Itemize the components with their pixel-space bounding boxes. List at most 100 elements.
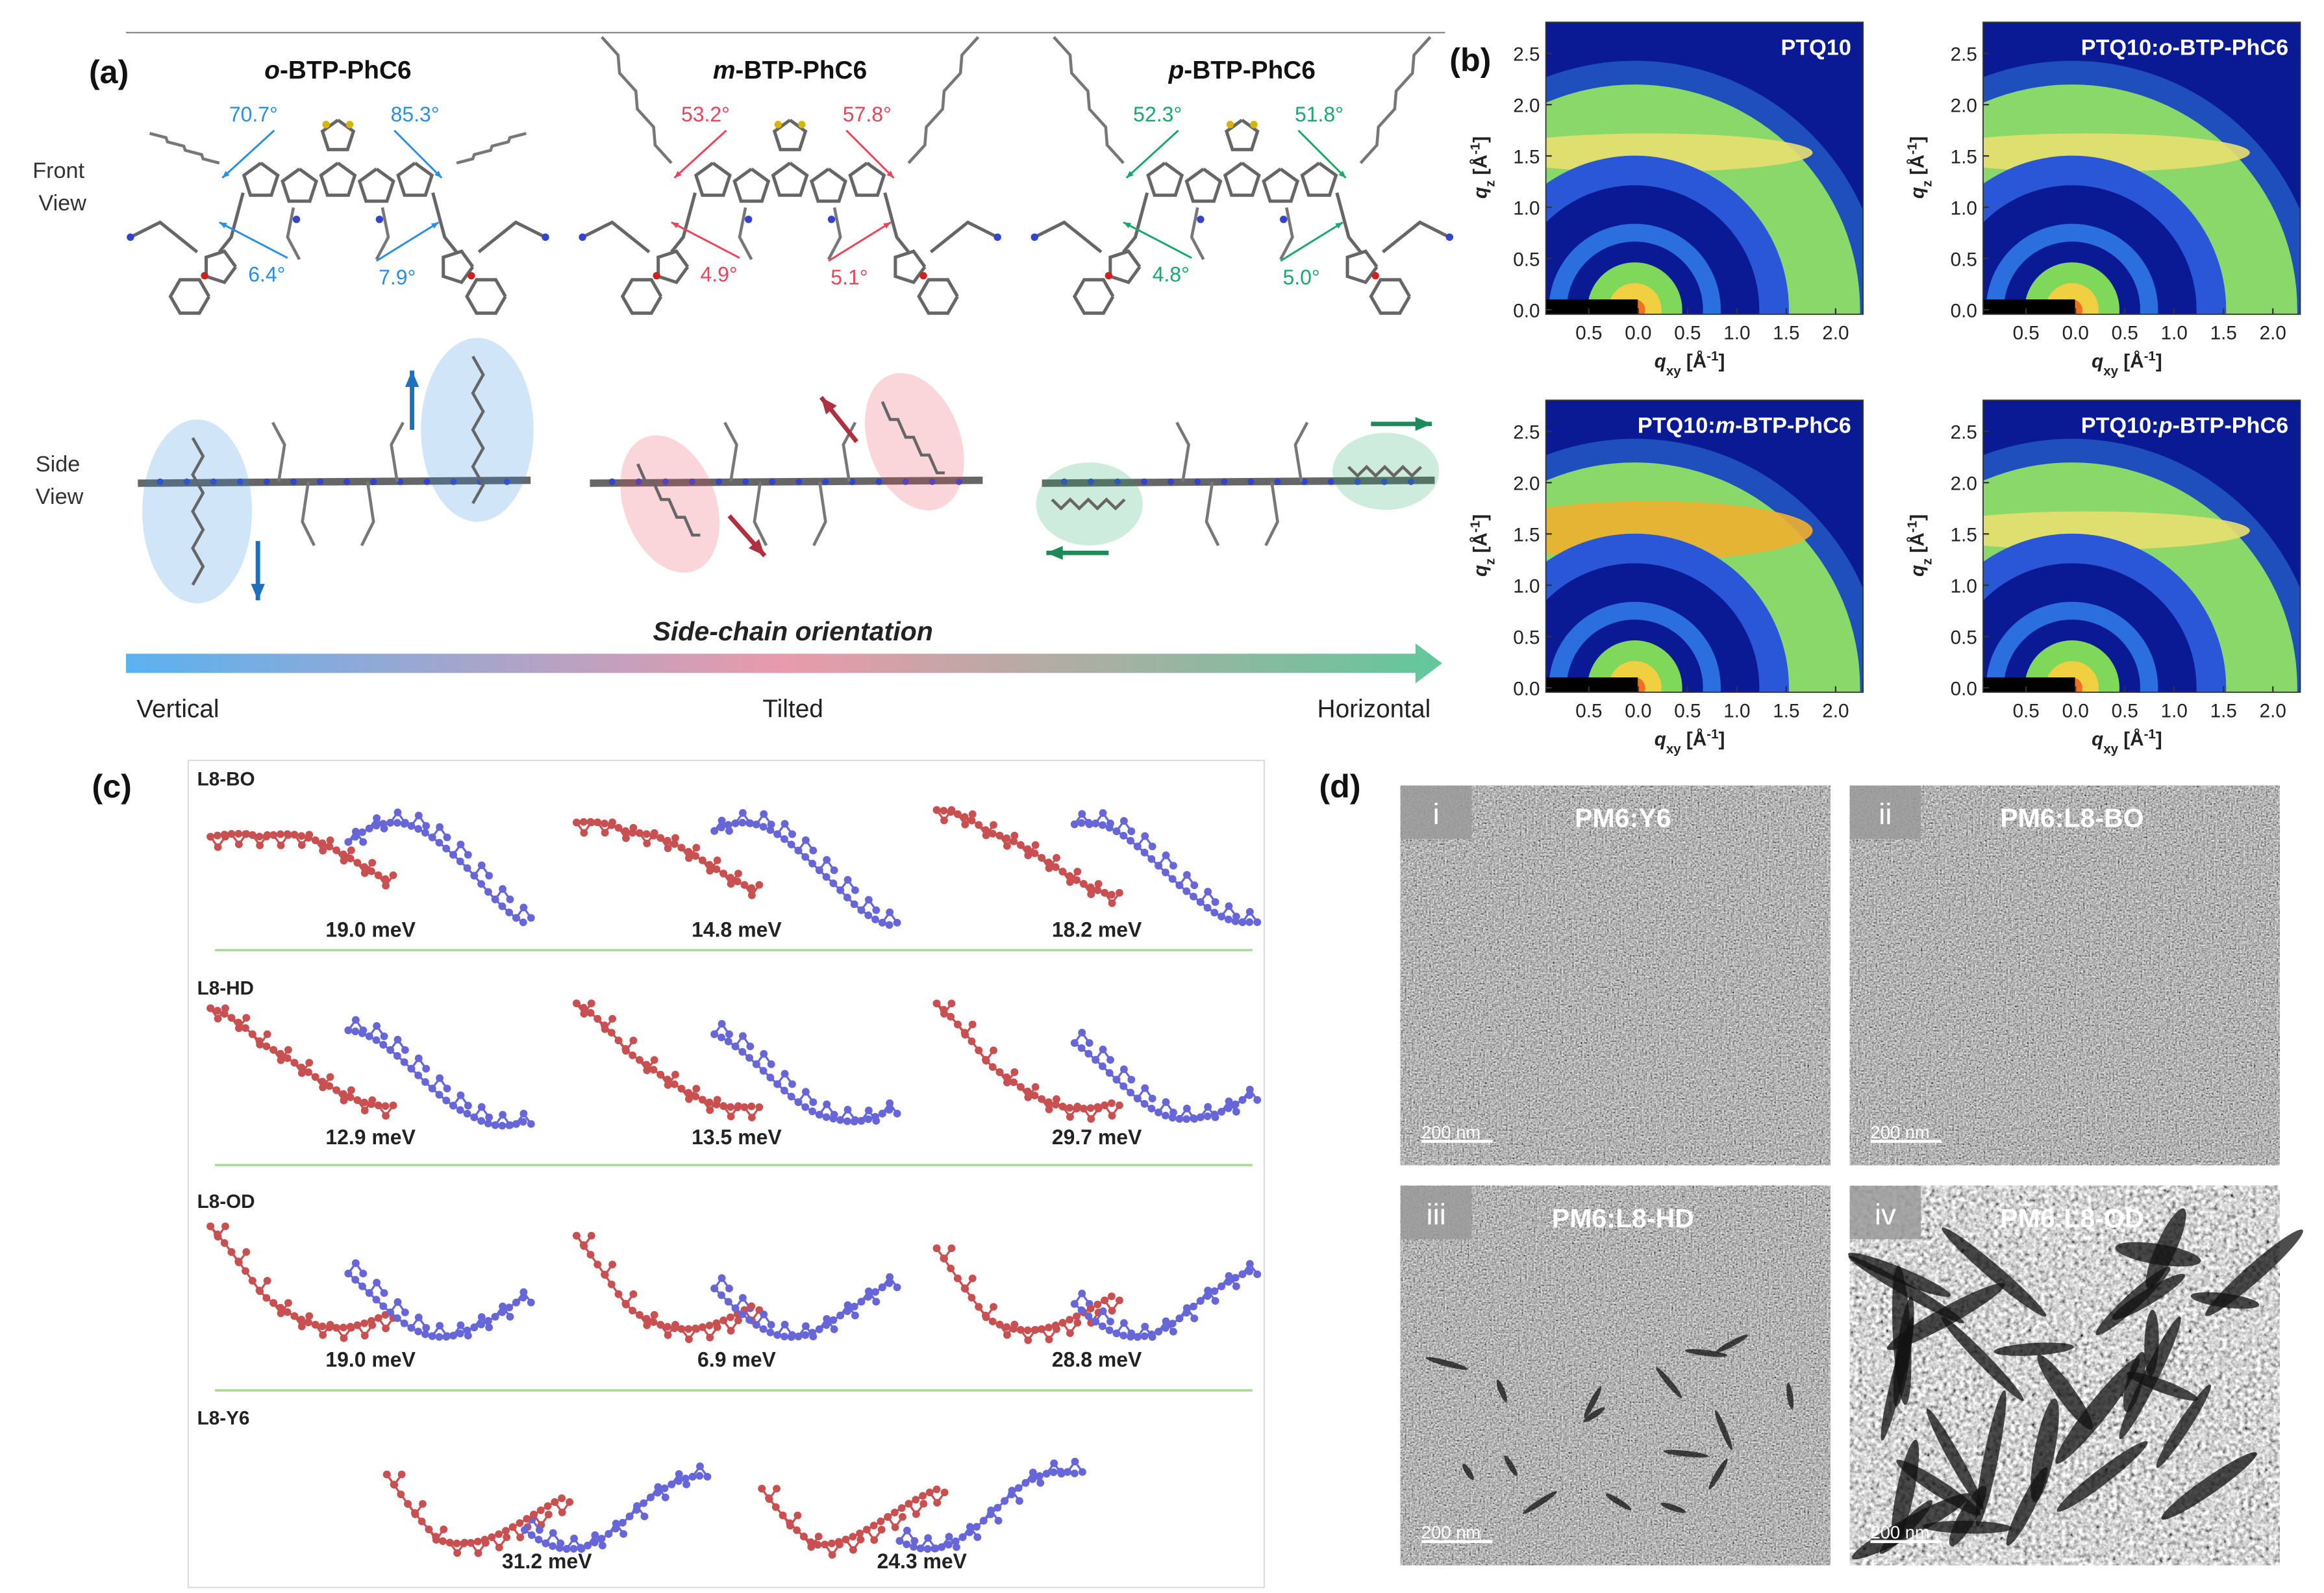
y-tick-label: 0.5 — [1513, 627, 1540, 649]
x-tick-label: 1.0 — [1723, 323, 1750, 344]
atom — [414, 1313, 423, 1322]
atom — [773, 830, 782, 838]
scale-bar-label: 200 nm — [1421, 1122, 1481, 1142]
atom — [422, 1064, 431, 1073]
bond — [218, 192, 245, 253]
atom — [684, 847, 693, 856]
x-axis-label-part: [Å — [1681, 729, 1707, 750]
atom — [779, 1511, 787, 1520]
x-tick-label: 2.0 — [2260, 323, 2286, 344]
atom — [519, 1294, 527, 1302]
atom — [210, 478, 217, 485]
atom — [738, 1032, 747, 1040]
atom — [706, 1333, 714, 1342]
atom — [498, 1122, 506, 1130]
atom — [1108, 1112, 1116, 1120]
atom — [872, 906, 881, 914]
atom — [372, 822, 381, 830]
atom — [1211, 898, 1219, 907]
atom — [1231, 1100, 1240, 1109]
plot-title: PTQ10:m-BTP-PhC6 — [1638, 413, 1851, 438]
atom — [1029, 1468, 1037, 1477]
atom — [1112, 827, 1121, 836]
atom — [570, 1535, 579, 1543]
atom — [788, 830, 796, 838]
atom — [919, 271, 927, 280]
y-tick-label: 0.5 — [1951, 627, 1977, 649]
atom — [353, 1096, 362, 1104]
atom — [995, 1068, 1004, 1076]
atom — [1127, 836, 1134, 845]
atom — [1071, 1457, 1079, 1466]
atom — [716, 478, 723, 485]
angle-label: 5.1° — [831, 266, 868, 289]
arrow-shaft — [219, 221, 288, 259]
atom — [1232, 1282, 1240, 1290]
atom — [1101, 1101, 1109, 1109]
atom — [183, 478, 190, 485]
atom — [283, 830, 292, 838]
atom — [747, 891, 756, 899]
atom — [1093, 1103, 1102, 1111]
atom — [297, 1322, 306, 1331]
energy-label: 19.0 meV — [325, 1348, 416, 1371]
atom — [562, 1545, 571, 1553]
atom — [436, 823, 444, 831]
atom — [422, 822, 431, 830]
atom — [542, 233, 549, 241]
y-axis-label-part: -1 — [1468, 521, 1482, 533]
atom — [1147, 1105, 1156, 1112]
atom — [351, 833, 360, 841]
atom — [850, 1118, 858, 1125]
atom — [1279, 216, 1288, 223]
atom — [682, 1480, 691, 1488]
atom — [394, 1298, 402, 1306]
atom — [1024, 851, 1032, 860]
orientation-arrow — [126, 643, 1442, 684]
x-axis-label: qxy [Å-1] — [1655, 727, 1725, 757]
beam-stop — [1983, 677, 2075, 692]
ring — [848, 162, 886, 197]
arrow-head — [671, 222, 679, 229]
atom — [234, 1018, 243, 1027]
x-tick-label: 2.0 — [2260, 701, 2286, 722]
atom — [601, 1022, 608, 1029]
atom — [1194, 478, 1201, 485]
atom — [1175, 881, 1184, 890]
atom — [705, 860, 714, 869]
atom — [1099, 809, 1107, 817]
atom — [664, 1075, 671, 1084]
atom — [1078, 1289, 1086, 1298]
atom — [1087, 478, 1094, 485]
ring — [1108, 249, 1142, 284]
atom — [1045, 1098, 1053, 1107]
atom — [1274, 478, 1281, 485]
molecule-title-part: p — [1168, 56, 1184, 84]
atom — [242, 1024, 249, 1032]
atom — [692, 844, 701, 852]
x-tick-label: 0.5 — [1674, 701, 1701, 722]
alkyl — [286, 207, 301, 260]
atom — [572, 818, 581, 827]
atom — [806, 1538, 815, 1546]
atom — [1014, 1484, 1023, 1492]
atom — [1141, 832, 1149, 840]
atom — [297, 832, 306, 840]
atom — [1066, 1329, 1074, 1337]
atom — [347, 1086, 355, 1094]
arrow-shaft — [673, 129, 727, 179]
atom — [580, 829, 588, 837]
y-axis-label-part: z — [1482, 181, 1497, 187]
crystal-domain — [1942, 1227, 2046, 1317]
atom — [1092, 819, 1100, 827]
atom — [1084, 1312, 1093, 1320]
atom — [527, 1298, 535, 1307]
atom — [815, 866, 823, 875]
atom — [549, 1529, 557, 1537]
atom — [677, 844, 686, 852]
atom — [1116, 1296, 1123, 1305]
atom — [1036, 1479, 1045, 1487]
atom — [269, 1046, 278, 1054]
atom — [393, 819, 401, 827]
